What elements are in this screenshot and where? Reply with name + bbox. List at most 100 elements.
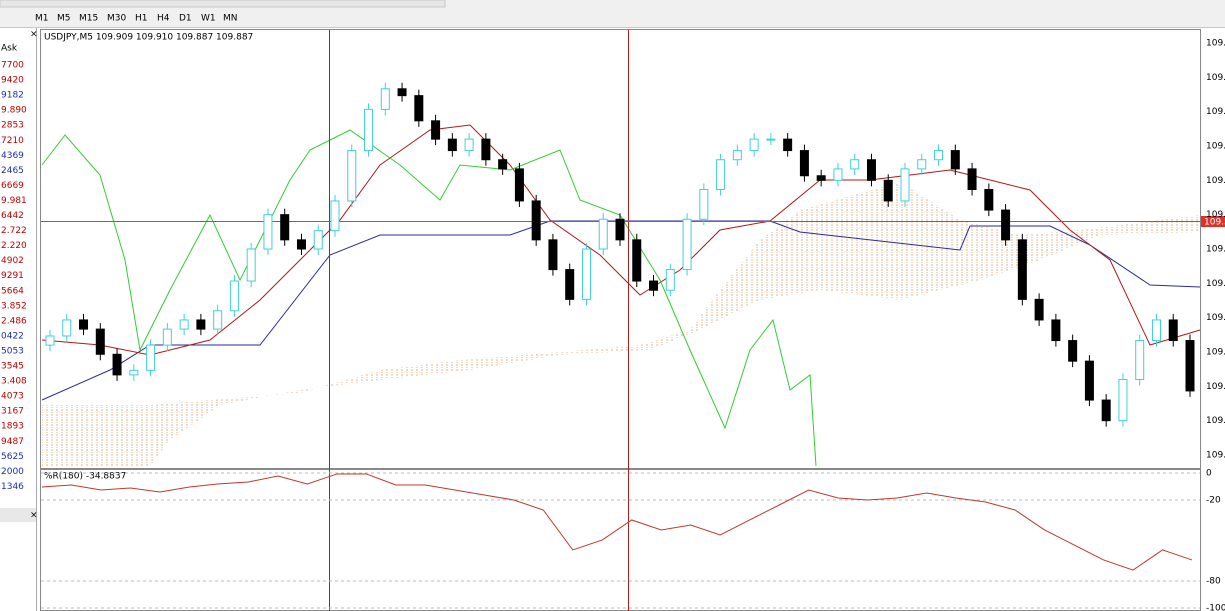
candle-body (531, 200, 541, 241)
ichimoku-cloud (42, 182, 1200, 466)
timeframe-button[interactable]: MN (223, 14, 238, 24)
ask-price: 2853 (1, 121, 24, 131)
chart-header: USDJPY,M5 109.909 109.910 109.887 109.88… (44, 33, 253, 43)
candle-body (1168, 319, 1178, 342)
ask-price: 3545 (1, 362, 24, 372)
candle-body (833, 168, 843, 181)
candle-body (615, 218, 625, 241)
candle-body (129, 369, 139, 376)
candle-body (95, 328, 105, 355)
timeframe-button[interactable]: H1 (135, 14, 148, 24)
chikou-line (41, 129, 817, 467)
column-header: Ask (1, 44, 18, 54)
timeframe-button[interactable]: H4 (157, 14, 170, 24)
current-price: 109.58 (1204, 218, 1225, 228)
ask-price: 0422 (1, 331, 24, 341)
indicator-header: %R(180) -34.8837 (44, 472, 126, 482)
candle-body (62, 319, 72, 337)
price-label: 109.65 (1206, 73, 1225, 83)
candle-body (313, 230, 323, 250)
price-label: 109.57 (1206, 244, 1225, 254)
candle-body (498, 159, 508, 170)
ask-price: 4369 (1, 151, 24, 161)
price-label: 109.66 (1206, 39, 1225, 49)
candle-body (732, 150, 742, 161)
candle-body (364, 108, 374, 152)
ask-price: 6669 (1, 181, 24, 191)
candle-body (330, 200, 340, 232)
close-icon[interactable]: × (30, 511, 38, 521)
candle-body (1034, 298, 1044, 321)
candle-body (464, 138, 474, 152)
candle-body (263, 214, 273, 250)
ask-price: 6442 (1, 211, 24, 221)
candle-body (665, 269, 675, 291)
candle-body (799, 150, 809, 177)
timeframe-button[interactable]: M1 (35, 14, 49, 24)
price-label: 109.53 (1206, 347, 1225, 357)
candle-body (1118, 378, 1128, 422)
candle-body (598, 218, 608, 250)
timeframe-button[interactable]: M30 (107, 14, 126, 24)
candle-body (934, 150, 944, 161)
panel-header (0, 508, 36, 522)
candle-body (229, 280, 239, 312)
candle-body (481, 138, 491, 161)
price-label: 109.54 (1206, 313, 1225, 323)
wpr-tick-label: -80 (1206, 577, 1221, 587)
ask-price: 3167 (1, 407, 24, 417)
timeframe-button[interactable]: W1 (201, 14, 216, 24)
candle-body (1017, 239, 1027, 300)
ask-price: 2465 (1, 166, 24, 176)
candle-body (900, 168, 910, 202)
candle-body (950, 150, 960, 170)
ask-price: 9.890 (1, 106, 27, 116)
wpr-line (41, 473, 1193, 571)
candle-body (682, 218, 692, 271)
ask-price: 7210 (1, 136, 24, 146)
timeframe-button[interactable]: M15 (79, 14, 98, 24)
candle-body (213, 310, 223, 330)
candle-body (79, 319, 89, 330)
price-label: 109.51 (1206, 382, 1225, 392)
candle-body (112, 353, 122, 376)
ask-price: 9291 (1, 271, 24, 281)
ask-price: 9420 (1, 76, 24, 86)
candle-body (1068, 340, 1078, 362)
ask-price: 2000 (1, 467, 24, 477)
candle-body (514, 168, 524, 202)
candle-body (1135, 340, 1145, 380)
ask-price: 7700 (1, 61, 24, 71)
candle-body (581, 248, 591, 300)
ask-price: 9182 (1, 91, 24, 101)
ask-price: 3.852 (1, 301, 27, 311)
candle-body (816, 175, 826, 181)
candle-body (1084, 360, 1094, 401)
candle-body (1051, 319, 1061, 342)
candle-body (716, 159, 726, 190)
price-label: 109.50 (1206, 416, 1225, 426)
candle-body (397, 88, 407, 97)
ask-price: 5664 (1, 286, 24, 296)
candle-body (431, 120, 441, 140)
close-icon[interactable]: × (30, 30, 38, 40)
ask-price: 2.220 (1, 241, 27, 251)
candle-body (649, 280, 659, 291)
candle-body (146, 344, 156, 371)
candle-body (380, 88, 390, 110)
candle-body (548, 239, 558, 271)
ask-price: 9487 (1, 437, 24, 447)
toolbar-row (0, 0, 446, 8)
candle-body (565, 269, 575, 300)
ask-price: 2.486 (1, 316, 27, 326)
candle-body (280, 214, 290, 241)
timeframe-button[interactable]: M5 (57, 14, 71, 24)
ask-price: 4073 (1, 392, 24, 402)
timeframe-button[interactable]: D1 (179, 14, 192, 24)
candle-body (1001, 209, 1011, 241)
price-label: 109.63 (1206, 107, 1225, 117)
candle-body (850, 159, 860, 170)
ask-price: 9.981 (1, 196, 27, 206)
